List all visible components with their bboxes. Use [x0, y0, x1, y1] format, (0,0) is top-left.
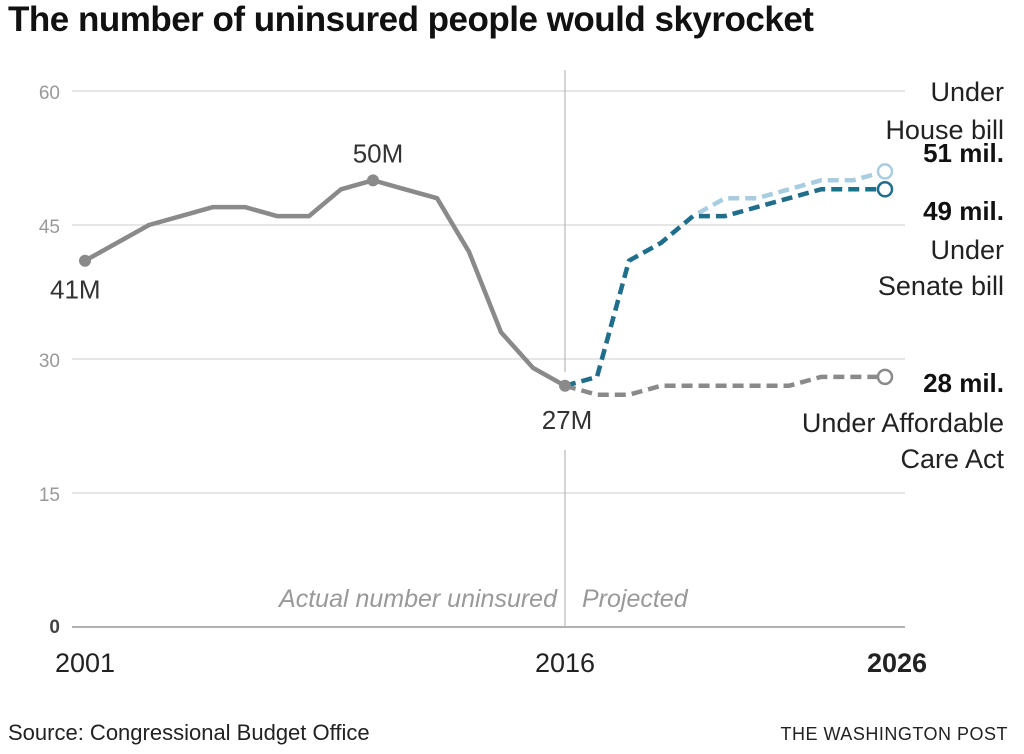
end-value-senate: 49 mil.: [923, 196, 1004, 226]
grid-lines: [72, 90, 905, 628]
series-line-aca: [564, 374, 885, 397]
actual-section-label: Actual number uninsured: [277, 585, 558, 613]
end-name-senate-1: Senate bill: [878, 271, 1004, 301]
actual-marker-2001: [79, 254, 91, 267]
point-label-50M: 50M: [353, 138, 404, 168]
end-name-house-0: Under: [930, 77, 1004, 107]
end-marker-house: [876, 163, 894, 180]
x-tick-label-2016: 2016: [535, 648, 595, 678]
projected-section-label: Projected: [582, 585, 689, 613]
point-label-41M: 41M: [50, 275, 101, 305]
series-markers: [79, 163, 894, 392]
series-line-senate: [564, 187, 885, 388]
end-marker-aca: [876, 368, 894, 386]
end-name-aca-1: Care Act: [900, 444, 1004, 474]
y-tick-label-15: 15: [39, 485, 60, 506]
actual-marker-2016: [559, 379, 571, 392]
point-label-27M: 27M: [542, 405, 593, 435]
end-marker-senate: [876, 181, 894, 198]
y-tick-label-60: 60: [39, 83, 60, 104]
end-value-aca: 28 mil.: [923, 368, 1004, 398]
end-name-house-1: House bill: [885, 115, 1004, 145]
x-tick-label-2001: 2001: [55, 648, 115, 678]
x-axis-ticks: 2001 2016 2026: [55, 648, 927, 678]
source-note: Source: Congressional Budget Office: [8, 720, 370, 745]
series-line-actual: [83, 178, 567, 388]
chart-title: The number of uninsured people would sky…: [8, 0, 814, 39]
series-line-house: [564, 169, 886, 388]
y-tick-label-30: 30: [39, 351, 60, 372]
actual-marker-2010: [367, 174, 379, 187]
y-axis-ticks: 60 45 30 15 0: [39, 83, 60, 638]
end-name-aca-0: Under Affordable: [802, 408, 1004, 438]
point-labels: 41M 50M 27M: [50, 138, 592, 434]
end-labels: 51 mil. Under House bill 49 mil. Under Senate…: [802, 77, 1005, 474]
section-labels: Actual number uninsured Projected: [277, 585, 689, 613]
series-lines: [83, 169, 886, 397]
end-value-house: 51 mil.: [923, 138, 1004, 168]
y-tick-label-45: 45: [39, 217, 60, 238]
publisher-credit: THE WASHINGTON POST: [780, 724, 1008, 744]
x-tick-label-2026: 2026: [867, 648, 927, 678]
end-name-senate-0: Under: [930, 235, 1004, 265]
y-tick-label-0: 0: [49, 617, 60, 638]
